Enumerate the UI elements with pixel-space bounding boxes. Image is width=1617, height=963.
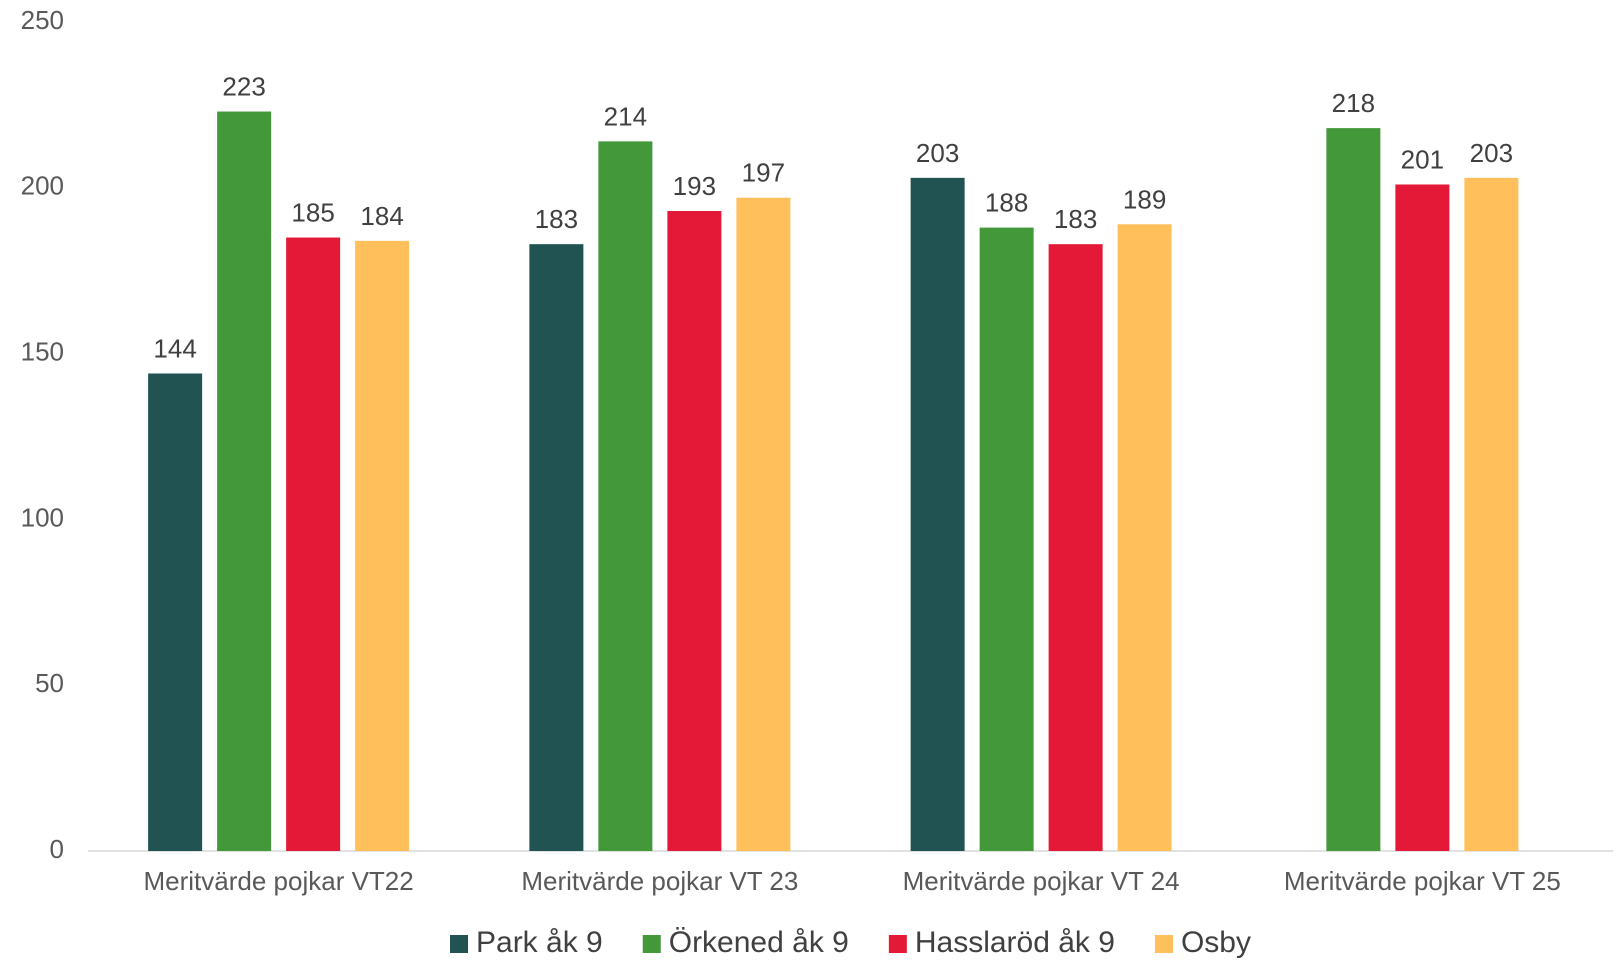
data-label: 223 xyxy=(222,72,265,102)
bar xyxy=(1395,184,1450,851)
bar xyxy=(355,240,410,851)
y-tick-label: 250 xyxy=(21,5,64,35)
data-label: 183 xyxy=(1054,204,1097,234)
data-label: 197 xyxy=(742,158,785,188)
legend-swatch xyxy=(1154,935,1173,953)
data-label: 201 xyxy=(1401,144,1444,174)
data-labels-layer: 144 223 185 184 183 214 193 197 203 188 183 189 218 2… xyxy=(153,72,1513,364)
bar xyxy=(148,373,203,851)
legend: Park åk 9 Örkened åk 9 Hasslaröd åk 9 Osby xyxy=(450,926,1251,959)
data-label: 144 xyxy=(153,333,196,363)
bar xyxy=(979,227,1034,852)
bar xyxy=(667,211,722,852)
legend-swatch xyxy=(642,935,661,953)
bar xyxy=(1464,177,1519,852)
category-label: Meritvärde pojkar VT22 xyxy=(144,866,414,896)
legend-label: Park åk 9 xyxy=(476,926,603,959)
legend-label: Osby xyxy=(1181,926,1251,959)
category-label: Meritvärde pojkar VT 24 xyxy=(903,866,1180,896)
category-label: Meritvärde pojkar VT 25 xyxy=(1284,866,1561,896)
data-label: 218 xyxy=(1332,88,1375,118)
bar xyxy=(1048,244,1103,851)
data-label: 214 xyxy=(604,101,647,131)
bar xyxy=(286,237,341,852)
legend-swatch xyxy=(888,935,907,953)
bars-layer xyxy=(148,111,1519,852)
bar xyxy=(910,177,965,852)
data-label: 193 xyxy=(673,171,716,201)
data-label: 189 xyxy=(1123,184,1166,214)
data-label: 203 xyxy=(916,138,959,168)
legend-label: Örkened åk 9 xyxy=(669,926,849,959)
bar xyxy=(736,197,791,852)
bar xyxy=(598,141,653,852)
category-label: Meritvärde pojkar VT 23 xyxy=(521,866,798,896)
legend-label: Hasslaröd åk 9 xyxy=(915,926,1115,959)
bar xyxy=(529,244,584,851)
bar xyxy=(1117,224,1172,851)
data-label: 203 xyxy=(1470,138,1513,168)
y-axis: 0 50 100 150 200 250 xyxy=(21,5,64,864)
data-label: 185 xyxy=(291,198,334,228)
legend-swatch xyxy=(450,935,469,953)
y-tick-label: 0 xyxy=(50,834,64,864)
y-tick-label: 50 xyxy=(35,668,64,698)
data-label: 183 xyxy=(535,204,578,234)
bar xyxy=(217,111,272,852)
y-tick-label: 150 xyxy=(21,336,64,366)
category-labels-layer: Meritvärde pojkar VT22 Meritvärde pojkar … xyxy=(144,866,1561,896)
data-label: 188 xyxy=(985,188,1028,218)
data-label: 184 xyxy=(360,201,403,231)
y-tick-label: 200 xyxy=(21,171,64,201)
bar xyxy=(1326,128,1381,851)
y-tick-label: 100 xyxy=(21,502,64,532)
